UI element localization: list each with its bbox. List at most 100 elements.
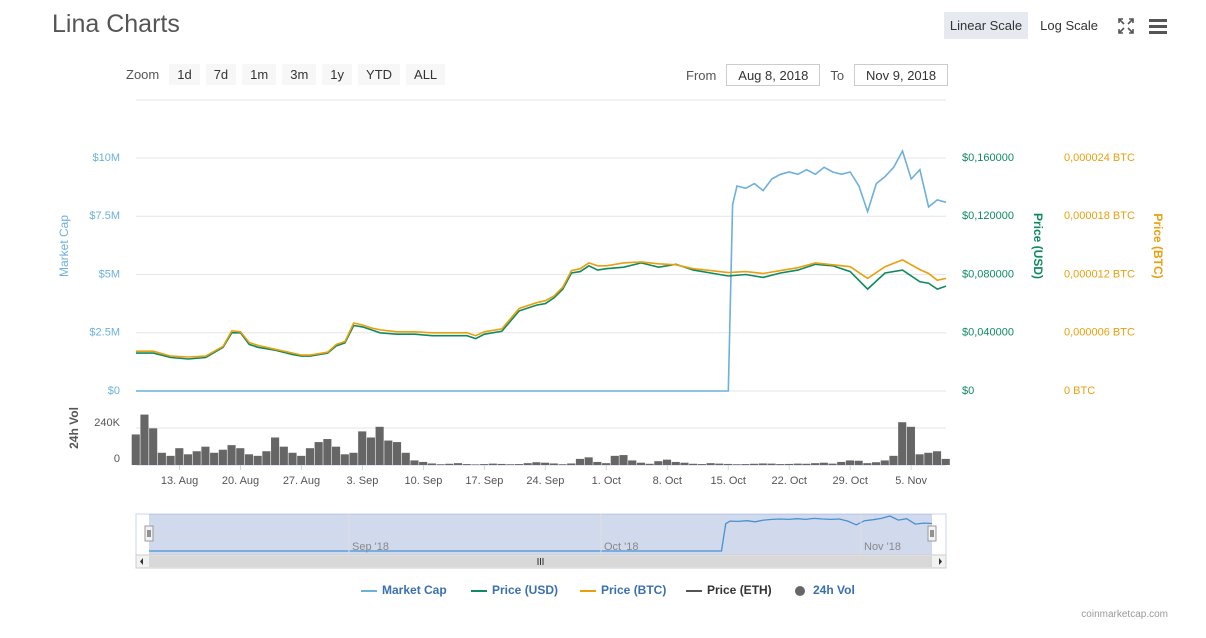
- legend-label: Price (ETH): [707, 583, 772, 597]
- legend-item[interactable]: Market Cap: [361, 583, 447, 597]
- axes: $0 $2.5M $5M $7.5M $10M $0 $0,040000 $0,080000 $…: [57, 152, 1165, 487]
- menu-icon[interactable]: [1148, 16, 1168, 36]
- scroll-left-arrow-icon: [140, 558, 143, 565]
- volume-bar: [662, 459, 672, 465]
- price-usd-tick-label: $0: [962, 385, 974, 397]
- x-tick-label: 20. Aug: [222, 475, 259, 487]
- log-scale-button[interactable]: Log Scale: [1040, 18, 1098, 33]
- legend-item[interactable]: Price (ETH): [686, 583, 772, 597]
- volume-bar: [349, 452, 358, 465]
- x-tick-label: 1. Oct: [592, 475, 621, 487]
- navigator-handle[interactable]: [927, 525, 937, 542]
- navigator-label: Sep '18: [352, 541, 389, 553]
- volume-bar: [366, 437, 375, 465]
- zoom-ytd-button[interactable]: YTD: [358, 64, 401, 85]
- price-usd-axis-title: Price (USD): [1031, 213, 1045, 279]
- volume-bar: [201, 446, 210, 465]
- x-tick-label: 13. Aug: [161, 475, 198, 487]
- volume-bar: [149, 428, 158, 465]
- volume-bar: [384, 440, 393, 465]
- volume-bar: [880, 460, 889, 465]
- linear-scale-button[interactable]: Linear Scale: [943, 12, 1029, 39]
- volume-bar: [828, 463, 837, 465]
- volume-bar: [288, 452, 297, 465]
- to-label: To: [830, 67, 845, 83]
- volume-bar: [488, 463, 497, 465]
- volume-bar: [375, 426, 384, 465]
- from-label: From: [686, 67, 717, 83]
- fullscreen-icon[interactable]: [1116, 16, 1136, 36]
- price-btc-line: [136, 259, 947, 358]
- volume-bar: [802, 463, 811, 465]
- volume-bar: [140, 414, 149, 465]
- volume-bar: [941, 458, 950, 465]
- volume-bar: [671, 461, 680, 465]
- navigator-frame: [135, 513, 947, 556]
- market-cap-tick-label: $5M: [99, 268, 120, 280]
- zoom-all-button[interactable]: ALL: [406, 64, 446, 85]
- volume-bar: [523, 463, 532, 465]
- zoom-1m-button[interactable]: 1m: [242, 64, 277, 85]
- to-date-input[interactable]: [854, 64, 949, 86]
- volume-bar: [906, 426, 915, 465]
- volume-bar: [480, 464, 489, 465]
- price-usd-tick-label: $0,160000: [962, 152, 1014, 164]
- volume-bar: [567, 463, 576, 465]
- volume-tick-label: 240K: [94, 417, 120, 429]
- volume-bar: [915, 454, 924, 465]
- volume-bar: [549, 463, 558, 465]
- top-controls: Linear Scale Log Scale: [943, 12, 1168, 39]
- zoom-3m-button[interactable]: 3m: [282, 64, 317, 85]
- market-cap-tick-label: $2.5M: [89, 327, 120, 339]
- legend-item[interactable]: Price (USD): [471, 583, 558, 597]
- volume-bar: [453, 463, 463, 465]
- navigator-handle-body: [927, 525, 937, 542]
- price-btc-tick-label: 0 BTC: [1064, 385, 1095, 397]
- volume-bar: [732, 464, 741, 465]
- volume-bar: [236, 448, 245, 465]
- volume-bar: [157, 452, 166, 465]
- volume-bar: [279, 446, 288, 465]
- volume-bar: [532, 462, 541, 465]
- market-cap-axis-title: Market Cap: [57, 215, 71, 277]
- volume-bar: [419, 461, 428, 465]
- x-tick-label: 10. Sep: [404, 475, 442, 487]
- volume-bar: [602, 463, 611, 465]
- from-date-input[interactable]: [726, 64, 821, 86]
- volume-bar: [462, 464, 471, 465]
- x-tick-label: 8. Oct: [653, 475, 682, 487]
- zoom-7d-button[interactable]: 7d: [205, 64, 237, 85]
- volume-bar: [427, 463, 436, 465]
- volume-bar: [392, 442, 402, 465]
- navigator-scrollbar[interactable]: [135, 554, 947, 569]
- volume-bar: [175, 448, 184, 465]
- legend-item[interactable]: 24h Vol: [795, 583, 855, 597]
- volume-bar: [323, 439, 332, 465]
- volume-bar: [166, 455, 175, 465]
- x-tick-label: 5. Nov: [895, 475, 927, 487]
- volume-bar: [811, 463, 820, 465]
- navigator-mask: [149, 514, 932, 555]
- credits-link[interactable]: coinmarketcap.com: [1081, 609, 1168, 620]
- volume-bar: [227, 445, 236, 465]
- zoom-1y-button[interactable]: 1y: [322, 64, 353, 85]
- market-cap-tick-label: $7.5M: [89, 210, 120, 222]
- volume-bar: [471, 464, 480, 465]
- volume-bar: [645, 463, 654, 465]
- volume-bar: [715, 463, 724, 465]
- volume-bar: [253, 455, 262, 465]
- volume-tick-label: 0: [114, 453, 120, 465]
- volume-bar: [558, 464, 567, 465]
- x-tick-label: 15. Oct: [711, 475, 746, 487]
- volume-bar: [340, 454, 349, 465]
- volume-bar: [819, 462, 828, 465]
- legend-item[interactable]: Price (BTC): [580, 583, 666, 597]
- volume-bar: [767, 463, 776, 465]
- volume-bar: [436, 464, 445, 465]
- navigator-label: Oct '18: [604, 541, 639, 553]
- zoom-1d-button[interactable]: 1d: [169, 64, 200, 85]
- volume-bar: [845, 460, 855, 465]
- volume-bar: [619, 455, 628, 465]
- volume-bar: [758, 463, 767, 465]
- navigator-handle[interactable]: [144, 525, 154, 542]
